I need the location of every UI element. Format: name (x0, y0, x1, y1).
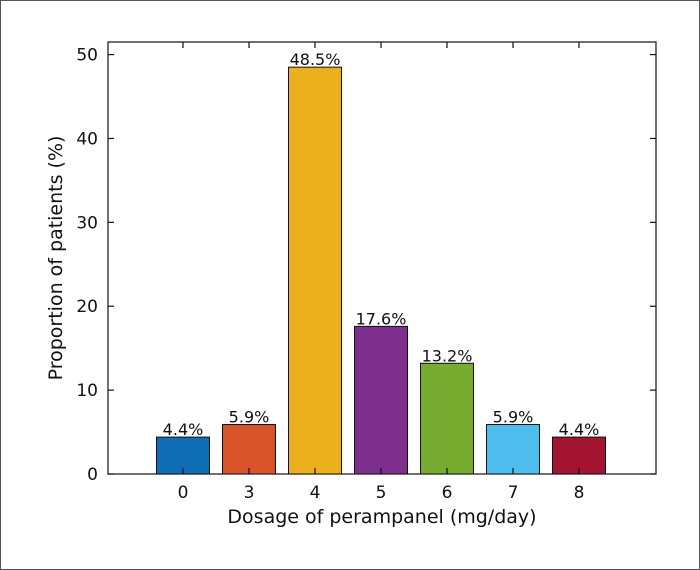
y-tick-label: 30 (76, 213, 98, 233)
data-label: 13.2% (422, 346, 473, 365)
x-tick-label: 0 (178, 483, 189, 503)
y-tick-label: 40 (76, 129, 98, 149)
data-label: 5.9% (229, 408, 270, 427)
y-tick-label: 20 (76, 297, 98, 317)
x-axis-label: Dosage of perampanel (mg/day) (227, 506, 536, 528)
data-label: 48.5% (290, 50, 341, 69)
x-tick-label: 6 (442, 483, 453, 503)
x-tick-label: 3 (244, 483, 255, 503)
bar-7 (486, 424, 540, 475)
data-label: 5.9% (493, 408, 534, 427)
data-labels: 4.4% 5.9% 48.5% 17.6% 13.2% 5.9% 4.4% (163, 50, 600, 439)
y-axis-ticks: 0 10 20 30 40 50 (76, 46, 656, 485)
x-tick-label: 5 (376, 483, 387, 503)
x-tick-label: 8 (574, 483, 585, 503)
x-tick-label: 4 (310, 483, 321, 503)
bar-5 (354, 325, 408, 475)
y-axis-label: Proportion of patients (%) (45, 136, 67, 381)
x-axis-ticks: 0 3 4 5 6 7 8 (178, 42, 585, 503)
y-tick-label: 50 (76, 46, 98, 66)
data-label: 4.4% (163, 420, 204, 439)
bar-3 (222, 424, 276, 475)
bar-8 (552, 436, 606, 475)
y-tick-label: 0 (87, 465, 98, 485)
bar-6 (420, 362, 474, 475)
y-tick-label: 10 (76, 381, 98, 401)
bar-4 (288, 66, 342, 475)
x-tick-label: 7 (508, 483, 519, 503)
bars (156, 66, 606, 475)
data-label: 17.6% (356, 309, 407, 328)
data-label: 4.4% (559, 420, 600, 439)
